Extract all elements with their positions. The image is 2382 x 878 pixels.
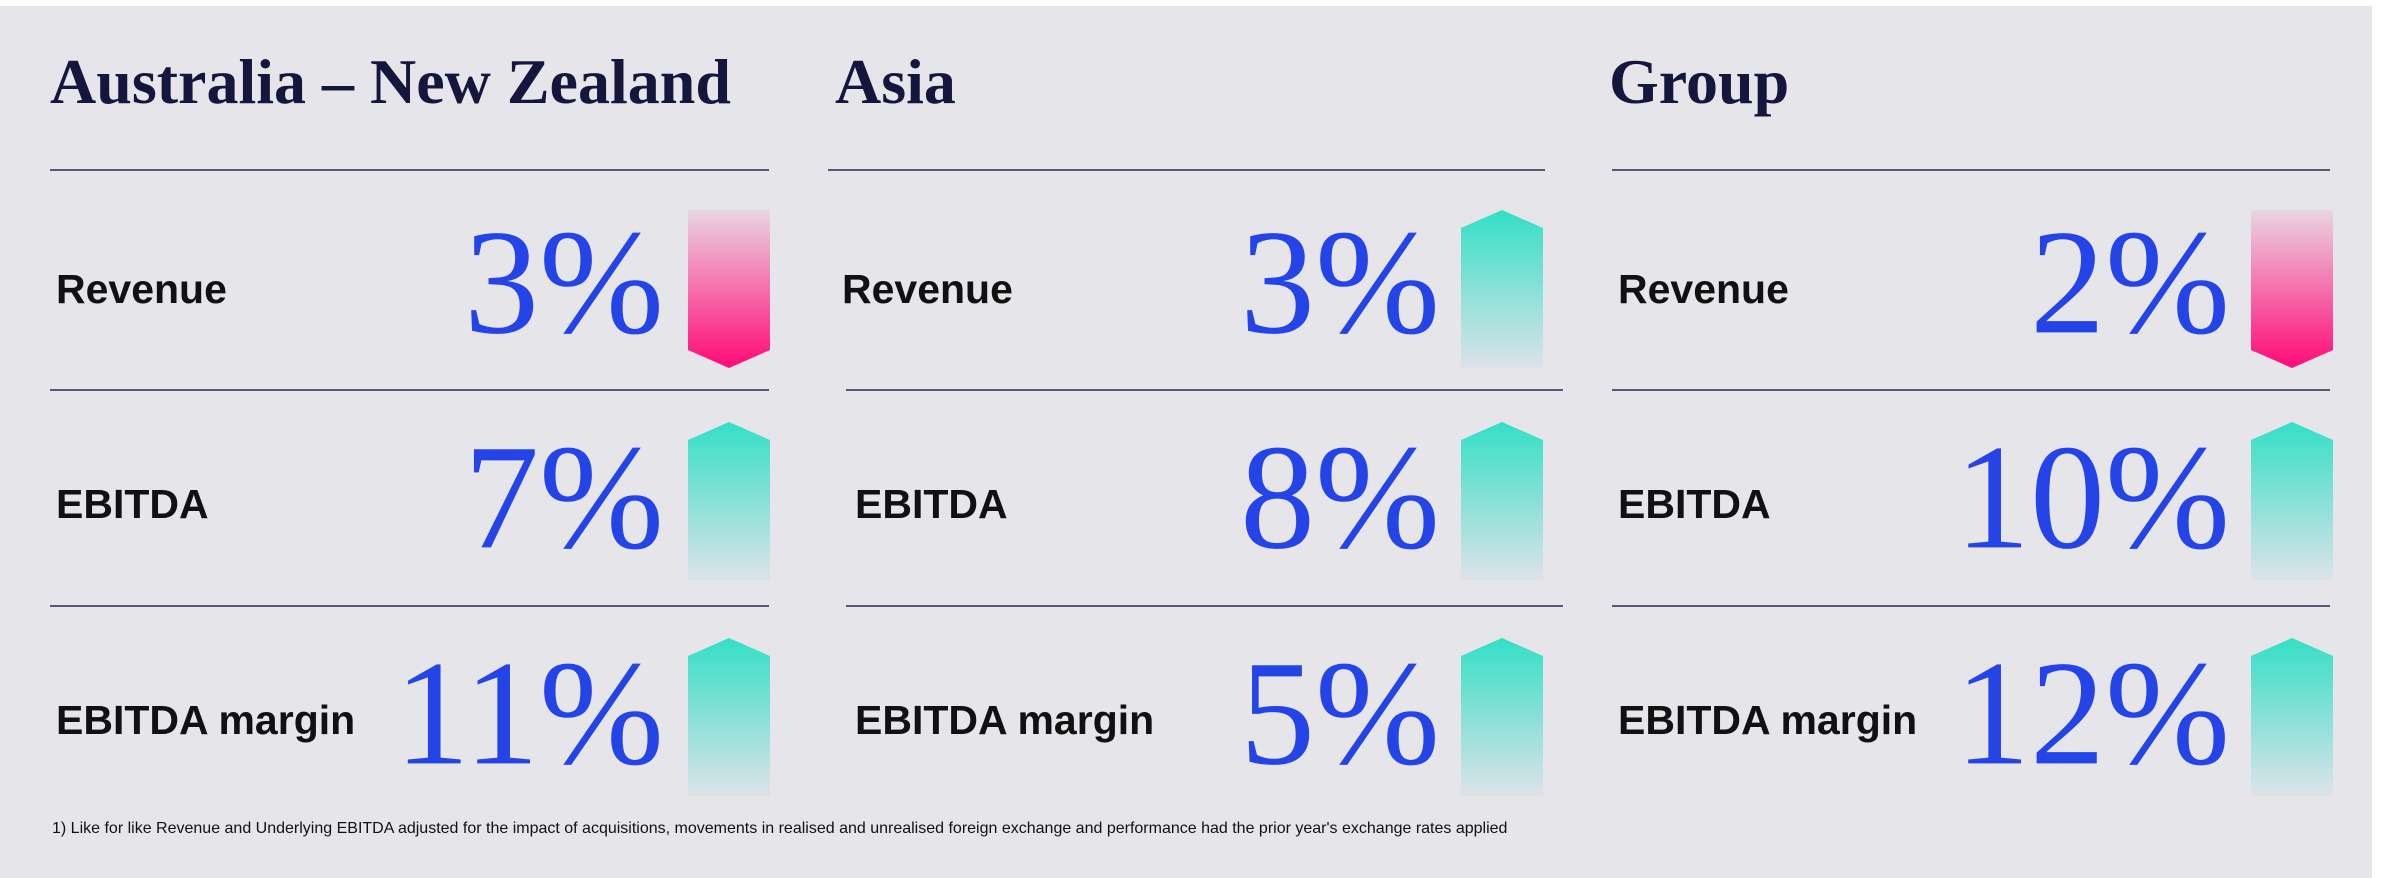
metric-value: 12% xyxy=(1955,630,2230,796)
arrow-up xyxy=(1461,638,1543,796)
section-title: Asia xyxy=(835,46,956,117)
metric-value: 8% xyxy=(1240,414,1440,580)
metric-label: Revenue xyxy=(56,266,227,312)
metric-label: EBITDA margin xyxy=(56,697,355,743)
metric-label: EBITDA margin xyxy=(855,697,1154,743)
footnote: 1) Like for like Revenue and Underlying … xyxy=(52,820,1507,837)
metric-label: EBITDA xyxy=(56,481,209,527)
arrow-up xyxy=(2251,638,2333,796)
metric-value: 2% xyxy=(2030,199,2230,365)
metric-value: 3% xyxy=(1240,199,1440,365)
arrow-up xyxy=(1461,210,1543,368)
arrow-up xyxy=(688,422,770,580)
section-title: Group xyxy=(1609,46,1789,117)
metric-label: EBITDA xyxy=(855,481,1008,527)
metric-value: 5% xyxy=(1240,630,1440,796)
arrow-up xyxy=(1461,422,1543,580)
metric-label: EBITDA xyxy=(1618,481,1771,527)
arrow-down xyxy=(2251,210,2333,368)
arrow-up xyxy=(688,638,770,796)
metric-label: Revenue xyxy=(842,266,1013,312)
arrow-down xyxy=(688,210,770,368)
metric-label: EBITDA margin xyxy=(1618,697,1917,743)
metric-value: 11% xyxy=(395,630,664,796)
background xyxy=(0,6,2372,878)
metric-value: 10% xyxy=(1955,414,2230,580)
metric-value: 7% xyxy=(464,414,664,580)
metric-value: 3% xyxy=(464,199,664,365)
arrow-up xyxy=(2251,422,2333,580)
metric-label: Revenue xyxy=(1618,266,1789,312)
section-title: Australia – New Zealand xyxy=(50,46,731,117)
